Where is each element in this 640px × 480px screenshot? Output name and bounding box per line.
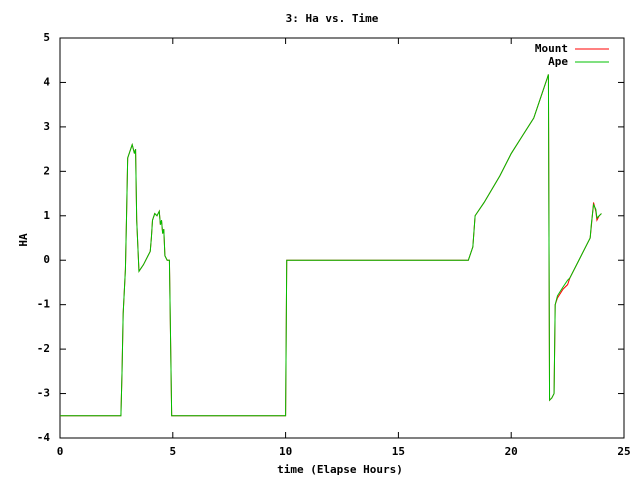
series-line xyxy=(60,74,602,417)
series-line xyxy=(60,74,602,417)
x-tick-label: 5 xyxy=(169,445,176,458)
x-tick-label: 20 xyxy=(505,445,518,458)
y-tick-label: 5 xyxy=(43,31,50,44)
chart-title: 3: Ha vs. Time xyxy=(286,12,379,25)
y-tick-label: 2 xyxy=(43,164,50,177)
x-tick-label: 25 xyxy=(617,445,630,458)
x-axis-label: time (Elapse Hours) xyxy=(277,463,403,476)
plot-border xyxy=(59,37,625,439)
y-axis-label: HA xyxy=(17,233,30,247)
legend-label: Mount xyxy=(535,42,568,55)
y-tick-label: 1 xyxy=(43,209,50,222)
x-tick-label: 10 xyxy=(279,445,292,458)
legend-label: Ape xyxy=(548,55,568,68)
y-tick-label: -4 xyxy=(37,431,51,444)
y-tick-label: -1 xyxy=(37,298,51,311)
y-tick-label: -2 xyxy=(37,342,50,355)
x-tick-label: 0 xyxy=(57,445,64,458)
y-tick-label: 0 xyxy=(43,253,50,266)
y-tick-label: -3 xyxy=(37,387,50,400)
y-tick-label: 4 xyxy=(43,75,50,88)
y-tick-label: 3 xyxy=(43,120,50,133)
x-tick-label: 15 xyxy=(392,445,405,458)
